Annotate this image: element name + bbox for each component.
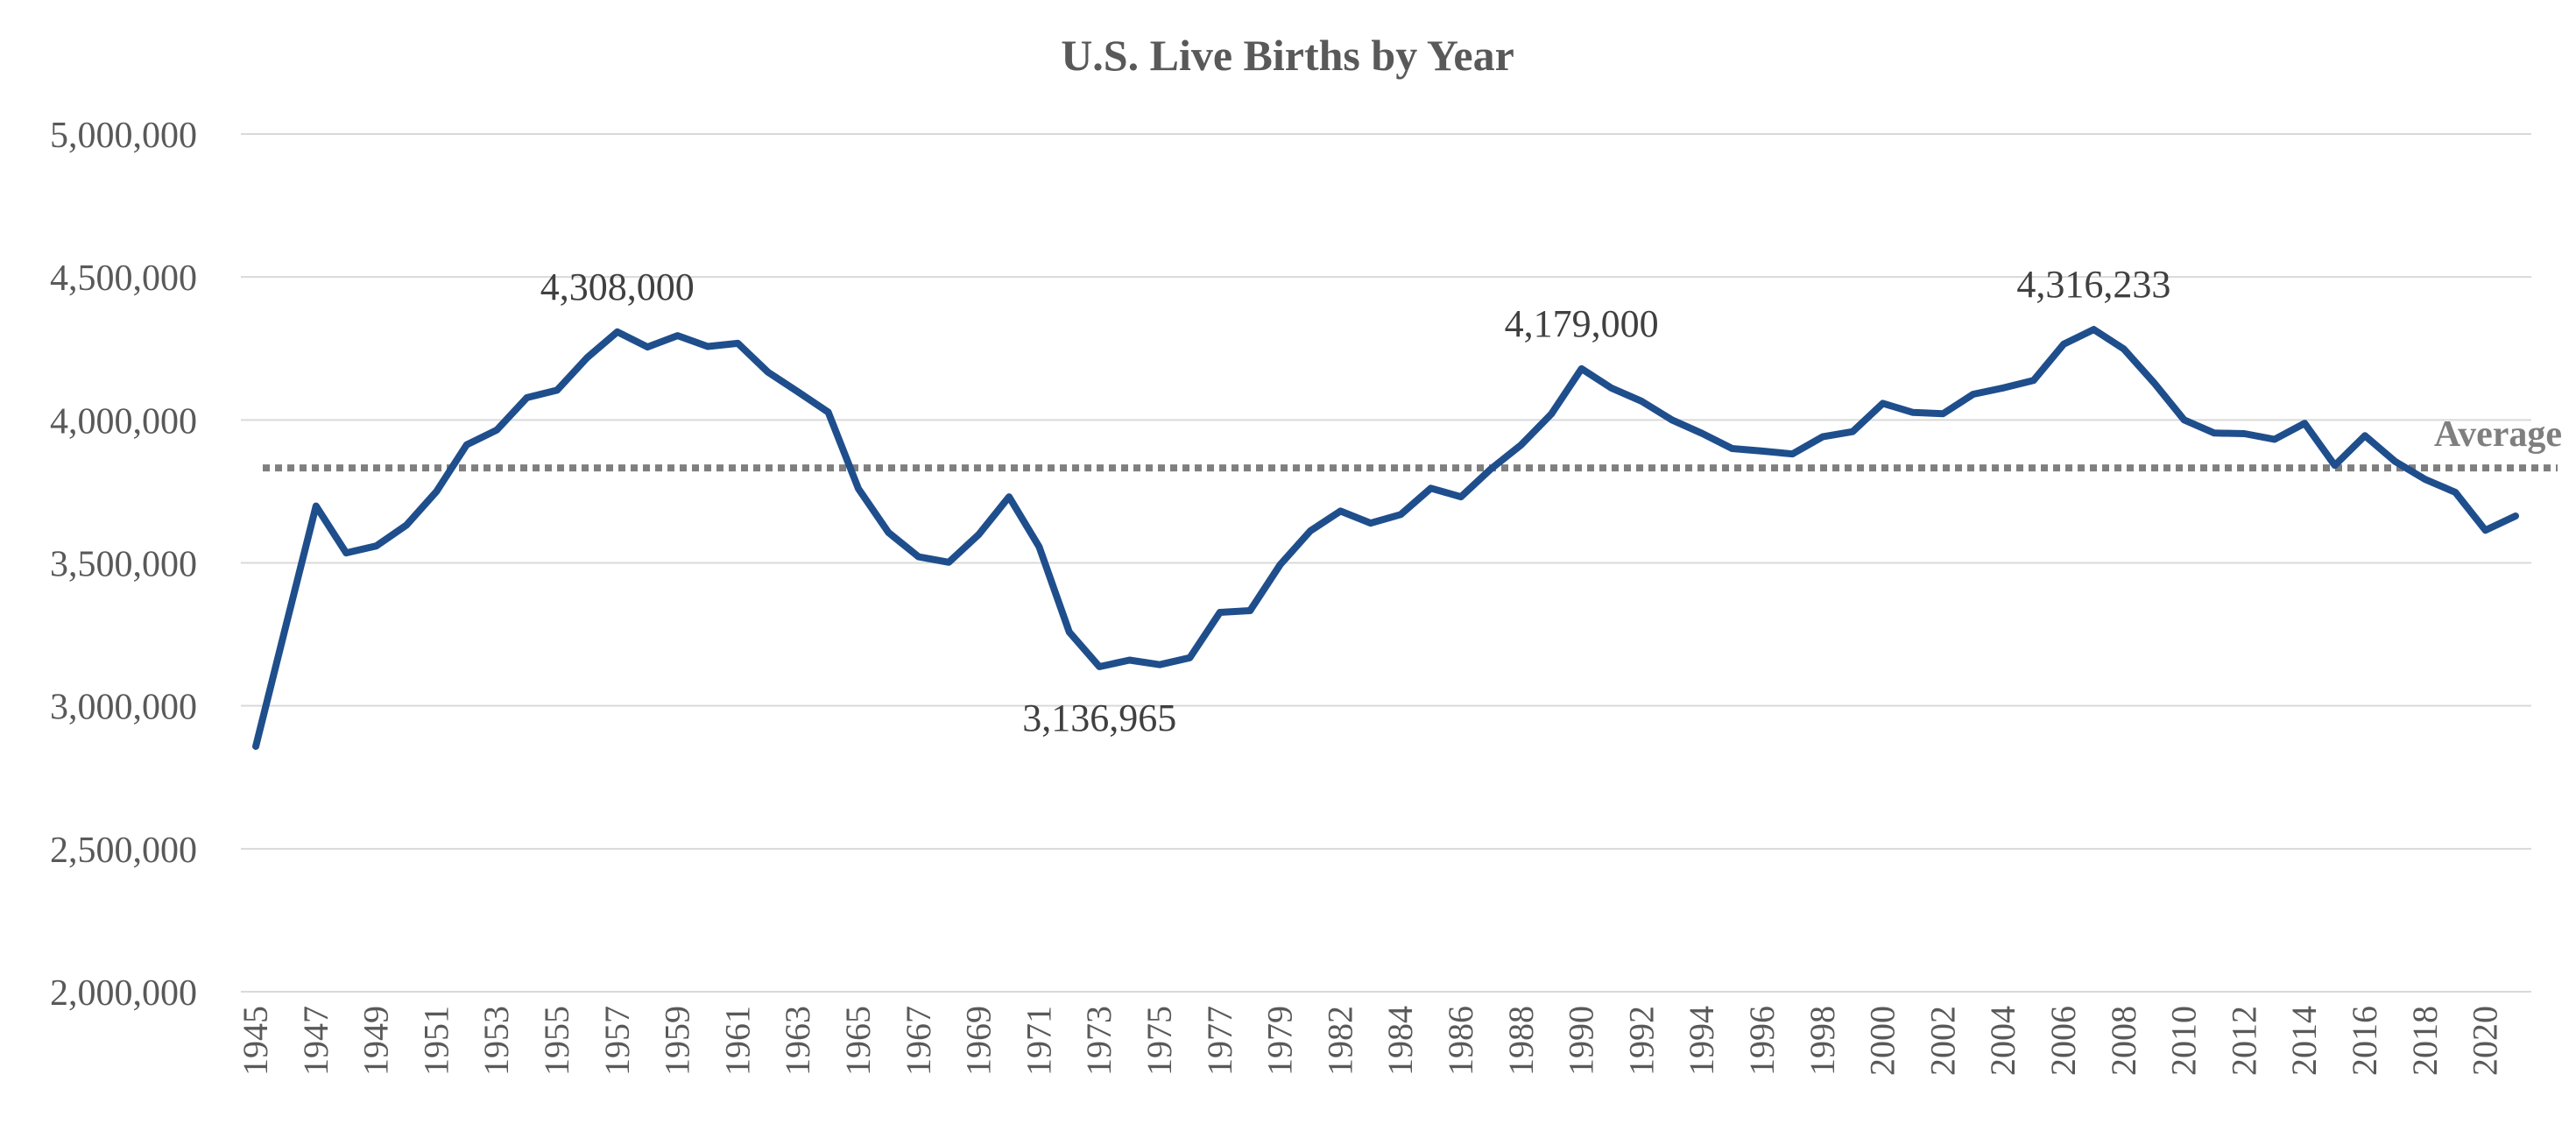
x-tick-label: 2000 [1863,1006,1902,1076]
series-line-live-births [252,326,2519,750]
x-tick-label: 2014 [2284,1006,2324,1076]
x-tick-label: 1953 [476,1006,516,1076]
data-label: 3,136,965 [1022,696,1176,739]
series-layer [252,326,2519,750]
x-tick-label: 1988 [1501,1006,1541,1076]
x-tick-label: 2006 [2043,1006,2083,1076]
x-tick-label: 1975 [1140,1006,1179,1076]
y-tick-label: 2,500,000 [50,831,197,871]
x-tick-label: 2020 [2466,1006,2505,1076]
x-tick-label: 1990 [1562,1006,1601,1076]
x-tick-label: 1977 [1200,1006,1239,1076]
x-tick-label: 1994 [1682,1006,1721,1076]
x-tick-label: 1963 [778,1006,817,1076]
x-tick-label: 2010 [2164,1006,2204,1076]
x-tick-label: 1967 [899,1006,938,1076]
x-tick-label: 2002 [1923,1006,1962,1076]
x-tick-label: 1998 [1803,1006,1842,1076]
data-label: 4,308,000 [540,265,695,308]
x-tick-label: 1973 [1079,1006,1119,1076]
x-tick-label: 1957 [597,1006,637,1076]
x-tick-label: 1961 [717,1006,757,1076]
x-tick-label: 1979 [1260,1006,1300,1076]
y-tick-label: 2,000,000 [50,973,197,1014]
x-tick-label: 1945 [236,1006,275,1076]
x-tick-label: 1969 [959,1006,999,1076]
x-tick-label: 1982 [1320,1006,1359,1076]
x-tick-label: 2008 [2104,1006,2143,1076]
x-tick-label: 1984 [1380,1006,1420,1076]
x-tick-label: 2016 [2345,1006,2384,1076]
gridlines [241,133,2531,993]
data-label: 4,179,000 [1505,302,1659,345]
x-tick-label: 1947 [296,1006,335,1076]
x-tick-label: 1955 [537,1006,576,1076]
y-axis-ticks: 2,000,000 2,500,000 3,000,000 3,500,000 4,00… [50,116,197,1014]
x-tick-label: 1965 [838,1006,878,1076]
x-tick-label: 1992 [1621,1006,1661,1076]
chart-title: U.S. Live Births by Year [1061,31,1514,80]
x-tick-label: 2018 [2405,1006,2445,1076]
x-axis-ticks: 1945 1947 1949 1951 1953 1955 1957 1959 1961 1963… [236,1006,2505,1076]
y-tick-label: 4,500,000 [50,258,197,299]
y-tick-label: 3,500,000 [50,545,197,585]
y-tick-label: 4,000,000 [50,401,197,442]
x-tick-label: 1971 [1019,1006,1058,1076]
y-tick-label: 5,000,000 [50,116,197,156]
average-label: Average [2434,414,2562,455]
x-tick-label: 1986 [1441,1006,1480,1076]
x-tick-label: 1996 [1742,1006,1782,1076]
x-tick-label: 2012 [2224,1006,2263,1076]
x-tick-label: 1949 [356,1006,396,1076]
x-tick-label: 1959 [658,1006,697,1076]
y-tick-label: 3,000,000 [50,688,197,728]
x-tick-label: 2004 [1983,1006,2022,1076]
annotations: 4,308,000 3,136,965 4,179,000 4,316,233 [540,263,2171,739]
x-tick-label: 1951 [416,1006,455,1076]
data-label: 4,316,233 [2016,263,2170,306]
average-reference: Average [263,414,2562,472]
